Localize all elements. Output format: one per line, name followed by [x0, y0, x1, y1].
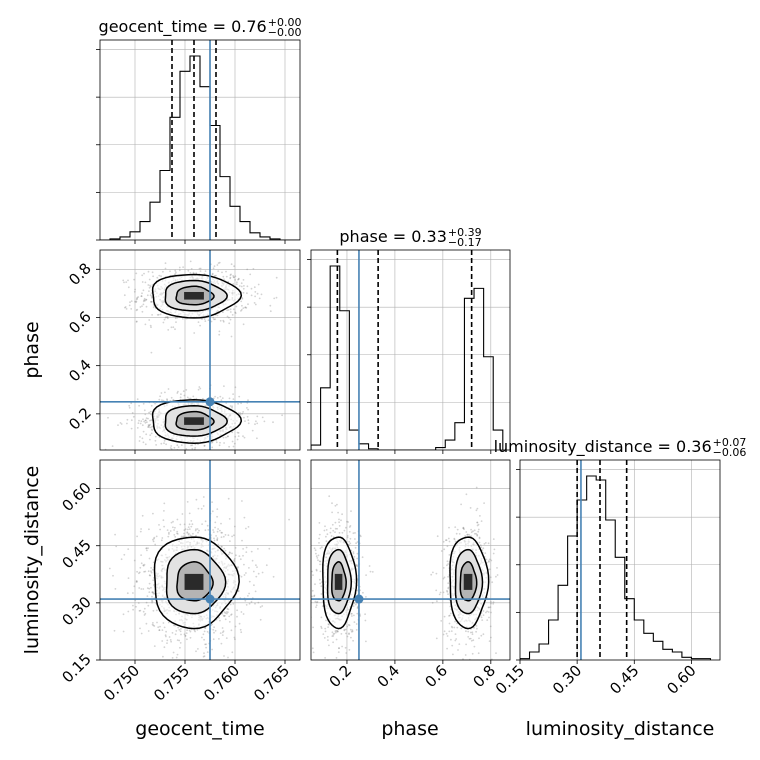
x-axis-label-phase: phase	[381, 718, 438, 740]
x-tick-label: 0.15	[492, 662, 528, 698]
title-geocent_time: geocent_time = 0.76 +0.00−0.00	[99, 16, 302, 39]
x-tick-label: 0.45	[606, 662, 642, 698]
panel-titles: geocent_time = 0.76 +0.00−0.00 phase = 0.3…	[99, 16, 747, 459]
corner-panels	[96, 39, 721, 664]
x-tick-label: 0.4	[374, 662, 404, 692]
y-tick-label: 0.60	[58, 479, 94, 515]
axis-labels: geocent_time phase luminosity_distancephas…	[21, 321, 714, 740]
panel-frame	[99, 39, 301, 241]
y-tick-label: 0.4	[65, 356, 95, 386]
title-sub: −0.06	[713, 446, 747, 459]
panel-frame	[310, 459, 511, 661]
density-peak	[463, 573, 473, 590]
hist-panel-geocent_time	[96, 39, 301, 244]
truth-marker	[205, 397, 215, 407]
scatter-panel-luminosity_distance-vs-phase	[310, 459, 511, 664]
title-phase: phase = 0.33 +0.39−0.17	[339, 226, 481, 249]
tick-labels: 0.750 0.755 0.760 0.765 0.2 0.4 0.6 0.8 0.15 0.30…	[58, 259, 699, 704]
x-tick-label: 0.755	[150, 662, 193, 705]
histogram-phase	[311, 265, 504, 450]
panel-frame	[99, 459, 301, 661]
y-tick-label: 0.15	[58, 650, 94, 686]
y-axis-label-phase: phase	[21, 321, 43, 378]
y-tick-label: 0.30	[58, 593, 94, 629]
truth-marker	[354, 594, 364, 604]
title-text: phase = 0.33	[339, 227, 446, 246]
x-axis-label-geocent_time: geocent_time	[135, 718, 264, 740]
x-tick-label: 0.765	[250, 662, 293, 705]
title-sup: +0.00	[268, 16, 302, 29]
x-tick-label: 0.760	[200, 662, 243, 705]
title-text: geocent_time = 0.76	[99, 17, 267, 37]
histogram-luminosity_distance	[520, 475, 712, 660]
x-tick-label: 0.60	[663, 662, 699, 698]
y-tick-label: 0.6	[65, 308, 95, 338]
density-peak	[184, 291, 204, 300]
y-tick-label: 0.2	[65, 404, 95, 434]
density-peak	[184, 573, 204, 590]
scatter-panel-luminosity_distance-vs-geocent_time	[96, 459, 301, 664]
y-axis-label-luminosity_distance: luminosity_distance	[21, 466, 43, 655]
x-tick-label: 0.2	[326, 662, 356, 692]
y-tick-label: 0.8	[65, 259, 95, 289]
title-text: luminosity_distance = 0.36	[494, 437, 712, 457]
histogram-geocent_time	[100, 55, 300, 240]
truth-marker	[205, 594, 215, 604]
title-sup: +0.39	[448, 226, 482, 239]
hist-panel-luminosity_distance	[516, 459, 721, 664]
hist-panel-phase	[307, 249, 511, 454]
title-sub: −0.00	[268, 26, 302, 39]
panel-frame	[99, 249, 301, 451]
density-peak	[184, 417, 204, 425]
panel-frame	[519, 459, 721, 661]
y-tick-label: 0.45	[58, 536, 94, 572]
x-tick-label: 0.6	[422, 662, 452, 692]
density-peak	[334, 573, 343, 590]
title-sup: +0.07	[713, 436, 747, 449]
x-axis-label-luminosity_distance: luminosity_distance	[526, 718, 715, 740]
panel-frame	[310, 249, 511, 451]
title-luminosity_distance: luminosity_distance = 0.36 +0.07−0.06	[494, 436, 747, 459]
x-tick-label: 0.750	[100, 662, 143, 705]
scatter-panel-phase-vs-geocent_time	[96, 249, 301, 454]
title-sub: −0.17	[448, 236, 482, 249]
x-tick-label: 0.30	[549, 662, 585, 698]
